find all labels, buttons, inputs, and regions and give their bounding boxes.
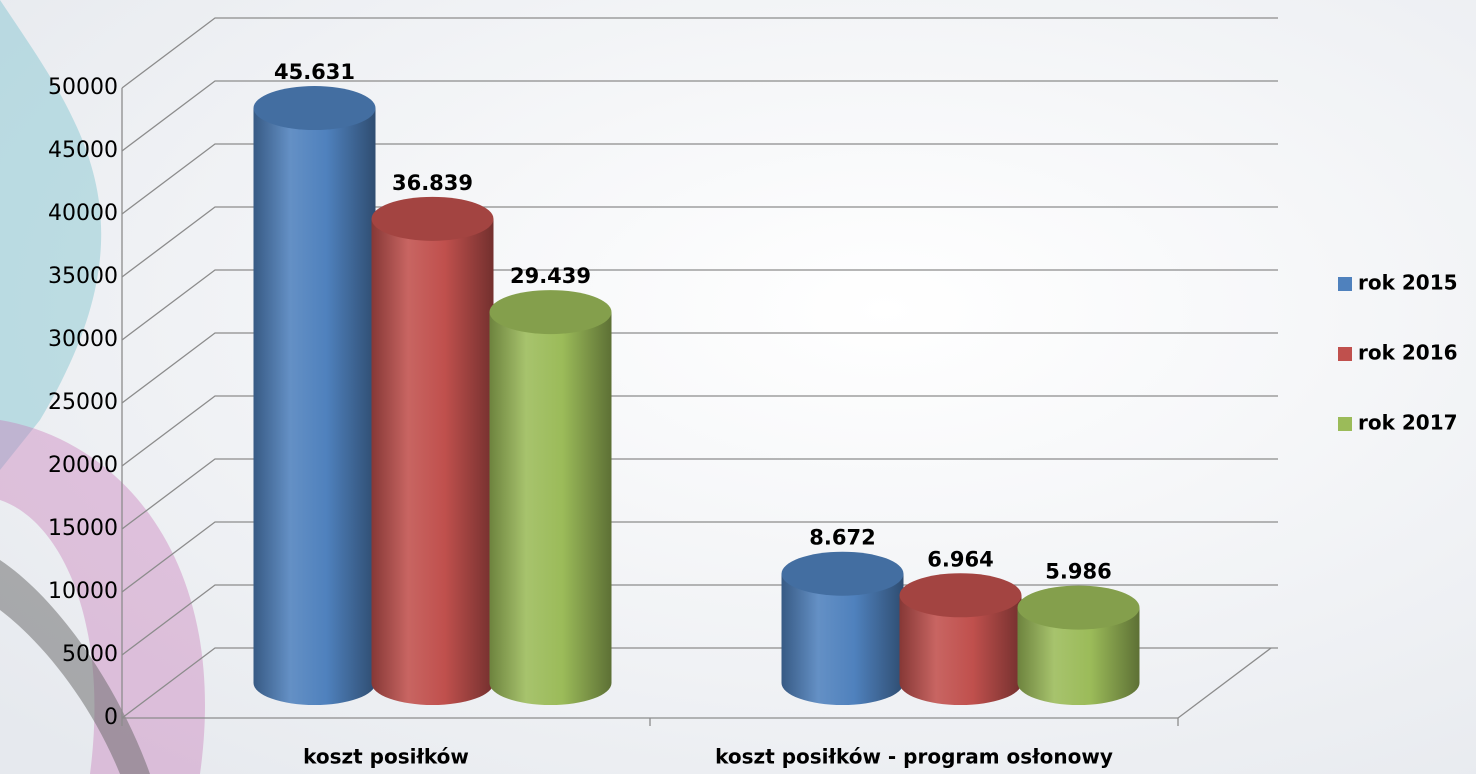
legend-label: rok 2016 — [1358, 341, 1458, 365]
y-tick-label: 40000 — [48, 201, 118, 226]
value-label: 5.986 — [1045, 560, 1111, 584]
page: 0 5000 10000 15000 20000 25000 30000 35000 40000… — [0, 0, 1476, 774]
legend-swatch — [1338, 347, 1352, 361]
bar — [1018, 586, 1140, 705]
y-tick-label: 20000 — [48, 453, 118, 478]
y-tick-label: 35000 — [48, 264, 118, 289]
y-tick-label: 5000 — [62, 642, 118, 667]
value-label: 29.439 — [510, 264, 591, 288]
bar-top — [254, 86, 376, 130]
legend-label: rok 2017 — [1358, 411, 1458, 435]
bar-body — [372, 219, 494, 705]
background — [0, 0, 1476, 774]
bar — [782, 552, 904, 705]
chart: 0 5000 10000 15000 20000 25000 30000 35000 40000… — [0, 0, 1476, 774]
value-label: 45.631 — [274, 60, 355, 84]
legend-label: rok 2015 — [1358, 271, 1458, 295]
legend-swatch — [1338, 277, 1352, 291]
value-label: 36.839 — [392, 171, 473, 195]
y-tick-label: 30000 — [48, 327, 118, 352]
bar-top — [782, 552, 904, 596]
bar — [490, 290, 612, 705]
y-tick-label: 15000 — [48, 516, 118, 541]
bar-top — [490, 290, 612, 334]
bar — [254, 86, 376, 705]
bar — [900, 573, 1022, 705]
y-tick-label: 0 — [104, 705, 118, 730]
bar-top — [900, 573, 1022, 617]
bar-body — [254, 108, 376, 705]
x-tick-label: koszt posiłków — [303, 745, 469, 769]
bar-body — [490, 312, 612, 705]
x-tick-label: koszt posiłków - program osłonowy — [715, 745, 1113, 769]
value-label: 8.672 — [809, 526, 875, 550]
y-tick-label: 50000 — [48, 75, 118, 100]
bar — [372, 197, 494, 705]
y-tick-label: 10000 — [48, 579, 118, 604]
y-tick-label: 45000 — [48, 138, 118, 163]
bar-top — [1018, 586, 1140, 630]
y-tick-label: 25000 — [48, 390, 118, 415]
value-label: 6.964 — [927, 547, 993, 571]
bar-top — [372, 197, 494, 241]
legend-swatch — [1338, 417, 1352, 431]
